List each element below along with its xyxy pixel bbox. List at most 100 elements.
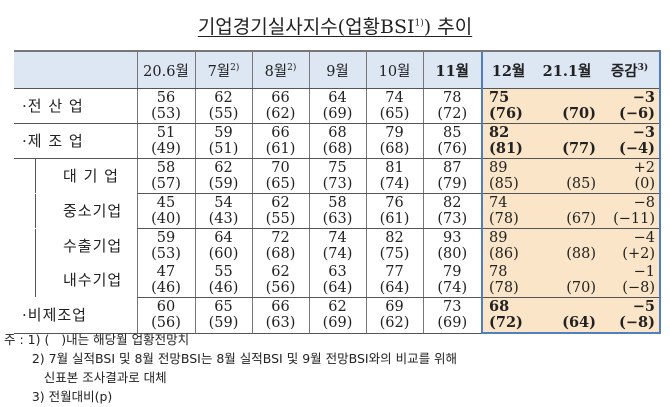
outlook-value: (77)	[562, 140, 596, 157]
value-cell: 68 (72)	[481, 297, 534, 334]
outlook-value: (74)	[437, 280, 468, 296]
value-cell: 72 (68)	[251, 228, 309, 263]
row-label: ·제 조 업	[14, 123, 137, 159]
footnotes: 주 : 1) ( )내는 해당월 업황전망치 2) 7월 실적BSI 및 8월 …	[4, 330, 457, 406]
actual-value: 68	[328, 125, 347, 141]
actual-value: 74	[385, 90, 404, 106]
row-label-text: 내수기업	[35, 263, 137, 298]
actual-value	[534, 195, 596, 211]
actual-value: −5	[632, 298, 655, 315]
value-cell: (88)	[534, 228, 600, 263]
outlook-value: (73)	[322, 176, 353, 192]
actual-value: 89	[489, 160, 508, 176]
column-header: 11월	[422, 50, 482, 89]
outlook-value: (76)	[489, 105, 523, 122]
corner-cell	[14, 50, 137, 89]
outlook-value: (73)	[437, 211, 468, 227]
value-cell: 74 (74)	[308, 228, 366, 263]
outlook-value: (62)	[379, 315, 410, 332]
actual-value: 64	[214, 230, 233, 246]
outlook-value: (70)	[562, 105, 596, 122]
outlook-value: (−6)	[619, 105, 655, 122]
value-cell: 82 (75)	[365, 228, 423, 263]
actual-value: +2	[633, 160, 655, 176]
outlook-value: (61)	[265, 141, 296, 157]
column-header: 7월2)	[194, 50, 252, 89]
footnote: 2) 7월 실적BSI 및 8월 전망BSI는 8월 실적BSI 및 9월 전망…	[4, 351, 458, 366]
outlook-value: (80)	[437, 246, 468, 262]
actual-value: 55	[214, 264, 233, 280]
actual-value: 85	[443, 125, 462, 141]
actual-value: 78	[489, 264, 508, 280]
value-cell: 82 (81)	[481, 123, 534, 159]
outlook-value: (85)	[489, 176, 519, 192]
value-cell: 64 (60)	[194, 228, 252, 263]
outlook-value: (78)	[489, 280, 519, 296]
value-cell: 79 (74)	[422, 263, 482, 298]
value-cell: 76 (61)	[365, 193, 423, 229]
actual-value	[534, 90, 596, 106]
actual-value: 56	[156, 90, 176, 106]
value-cell: 64 (69)	[308, 88, 366, 124]
value-cell: 78 (78)	[481, 263, 534, 298]
footnote: 신표본 조사결과로 대체	[4, 370, 167, 385]
outlook-value: (46)	[208, 280, 239, 296]
value-cell: (64)	[534, 297, 600, 334]
value-cell: 54 (43)	[194, 193, 252, 229]
outlook-value: (56)	[265, 280, 296, 296]
outlook-value: (63)	[322, 211, 353, 227]
outlook-value: (59)	[208, 315, 239, 332]
actual-value: 62	[271, 264, 290, 280]
actual-value: 76	[385, 195, 404, 211]
actual-value: 62	[328, 299, 347, 316]
value-cell: 66 (62)	[251, 88, 309, 124]
value-cell: (85)	[534, 158, 600, 194]
table-row: 중소기업 45 (40) 54 (43) 62 (55) 58 (63) 76 (61) 82 (73)…	[14, 193, 661, 229]
value-cell: 70 (65)	[251, 158, 309, 194]
outlook-value: (68)	[265, 246, 296, 262]
actual-value: 59	[156, 230, 176, 246]
actual-value: 73	[443, 299, 462, 316]
actual-value	[534, 160, 596, 176]
value-cell: 62 (69)	[308, 297, 366, 334]
actual-value	[534, 299, 596, 315]
value-cell: 79 (68)	[365, 123, 423, 159]
value-cell: 62 (55)	[251, 193, 309, 229]
outlook-value: (40)	[151, 211, 181, 227]
row-label: 수출기업	[14, 228, 137, 264]
value-cell: 82 (73)	[422, 193, 482, 229]
column-header: 8월2)	[251, 50, 309, 89]
column-header: 12월	[481, 50, 534, 89]
actual-value: 87	[443, 160, 462, 176]
table-row: 수출기업 59 (53) 64 (60) 72 (68) 74 (74) 82 (75) 93 (80)…	[14, 228, 661, 264]
value-cell: 77 (64)	[365, 263, 423, 298]
value-cell: 60 (56)	[136, 297, 195, 334]
outlook-value: (69)	[322, 106, 353, 122]
actual-value: 77	[385, 264, 404, 280]
value-cell: 59 (51)	[194, 123, 252, 159]
actual-value: 66	[271, 299, 290, 316]
table-row: ·전 산 업 56 (53) 62 (55) 66 (62) 64 (69) 74 (65) 78 (7…	[14, 88, 661, 124]
actual-value: 74	[489, 195, 508, 211]
value-cell: −1 (−8)	[600, 263, 661, 298]
value-cell: +2 (0)	[600, 158, 661, 194]
actual-value: 65	[214, 299, 233, 316]
row-label-text: 수출기업	[35, 228, 137, 263]
value-cell: 47 (46)	[136, 263, 195, 298]
value-cell: 51 (49)	[136, 123, 195, 159]
column-header: 증감3)	[600, 50, 661, 89]
actual-value: 81	[385, 160, 404, 176]
value-cell: 78 (72)	[422, 88, 482, 124]
value-cell: 85 (76)	[422, 123, 482, 159]
value-cell: 58 (63)	[308, 193, 366, 229]
value-cell: −4 (+2)	[600, 228, 661, 263]
outlook-value: (69)	[322, 315, 353, 332]
actual-value: 69	[385, 299, 404, 316]
outlook-value: (68)	[379, 141, 410, 157]
outlook-value: (0)	[634, 176, 655, 192]
value-cell: 62 (55)	[194, 88, 252, 124]
outlook-value: (49)	[151, 141, 181, 157]
outlook-value: (76)	[437, 141, 468, 157]
outlook-value: (55)	[265, 211, 296, 227]
outlook-value: (43)	[208, 211, 239, 227]
